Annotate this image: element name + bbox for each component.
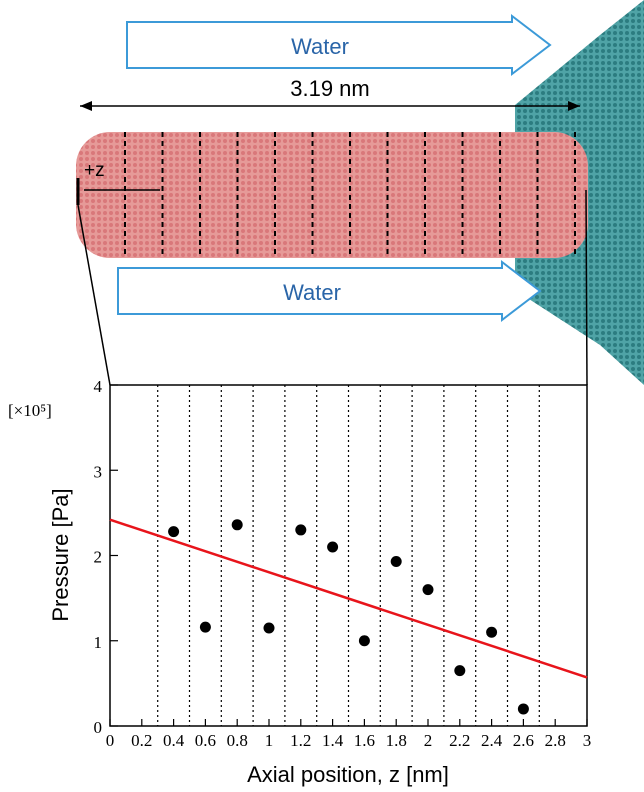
x-tick-label: 0.2 [131, 731, 152, 750]
illustration: Water 3.19 nm +z Water [76, 0, 644, 385]
x-tick-label: 2.4 [481, 731, 503, 750]
length-label: 3.19 nm [290, 76, 370, 101]
x-tick-label: 1.6 [354, 731, 375, 750]
x-tick-label: 3 [583, 731, 592, 750]
x-tick-label: 0.4 [163, 731, 185, 750]
point [391, 556, 402, 567]
y-tick-label: 3 [94, 462, 103, 481]
point [486, 627, 497, 638]
x-tick-label: 0.8 [227, 731, 248, 750]
x-tick-label: 2.8 [545, 731, 566, 750]
point [168, 526, 179, 537]
y-tick-label: 4 [94, 377, 103, 396]
y-tick-label: 2 [94, 548, 103, 567]
connector [586, 190, 587, 385]
y-tick-label: 0 [94, 718, 103, 737]
x-axis-label: Axial position, z [nm] [247, 762, 449, 787]
point [423, 584, 434, 595]
x-tick-label: 2 [424, 731, 433, 750]
flow-label: Water [291, 34, 349, 59]
y-tick-label: 1 [94, 633, 103, 652]
x-tick-label: 1.2 [290, 731, 311, 750]
point [327, 541, 338, 552]
x-tick-label: 2.2 [449, 731, 470, 750]
z-label: +z [84, 160, 105, 181]
y-multiplier: [×10⁵] [8, 401, 52, 420]
x-tick-label: 1.4 [322, 731, 344, 750]
point [264, 622, 275, 633]
x-tick-label: 0 [106, 731, 115, 750]
x-tick-label: 1 [265, 731, 274, 750]
x-tick-label: 0.6 [195, 731, 216, 750]
x-tick-label: 2.6 [513, 731, 534, 750]
nanotube [76, 132, 588, 258]
point [295, 524, 306, 535]
point [518, 703, 529, 714]
figure: Water 3.19 nm +z Water [×10⁵] Pressure [… [0, 0, 644, 792]
plot: [×10⁵] Pressure [Pa] Axial position, z [… [8, 377, 591, 787]
point [454, 665, 465, 676]
point [359, 635, 370, 646]
x-tick-label: 1.8 [386, 731, 407, 750]
point [200, 622, 211, 633]
point [232, 519, 243, 530]
arrow-head [80, 101, 92, 111]
y-axis-label: Pressure [Pa] [48, 488, 73, 621]
flow-label: Water [283, 280, 341, 305]
